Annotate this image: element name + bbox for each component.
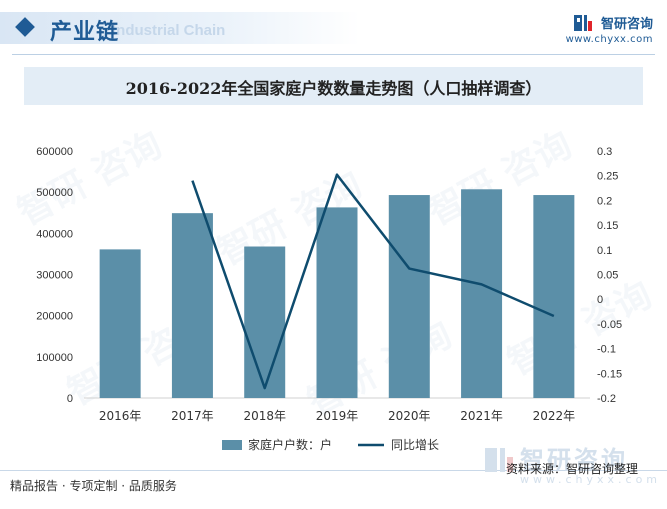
bar [461, 189, 503, 398]
y-left-tick-label: 300000 [36, 270, 73, 282]
x-tick-label: 2019年 [316, 409, 359, 423]
y-right-tick-label: 0.3 [597, 146, 612, 158]
bar [244, 246, 286, 398]
chart-title: 2016-2022年全国家庭户数数量走势图（人口抽样调查） [125, 79, 542, 98]
legend-swatch-bar [222, 440, 242, 450]
y-right-tick-label: 0.05 [597, 270, 618, 282]
y-left-tick-label: 400000 [36, 228, 73, 240]
y-left-tick-label: 600000 [36, 146, 73, 158]
footer-logo-name: 智研咨询 [520, 446, 628, 474]
bar [316, 207, 358, 398]
x-tick-label: 2016年 [99, 409, 142, 423]
y-left-tick-label: 100000 [36, 352, 73, 364]
legend-label-bar: 家庭户户数：户 [248, 437, 332, 452]
source-note: 资料来源：智研咨询整理 [506, 462, 639, 476]
header-bar: Industrial Chain 产业链 智研咨询 www.chyxx.com [0, 0, 667, 60]
bar [171, 213, 213, 398]
y-left-tick-label: 200000 [36, 311, 73, 323]
footer-logo-url: www.chyxx.com [520, 473, 662, 486]
y-right-tick-label: -0.05 [597, 319, 622, 331]
y-right-tick-label: 0.2 [597, 195, 612, 207]
chart-title-box: 2016-2022年全国家庭户数数量走势图（人口抽样调查） [24, 67, 643, 105]
section-title: 产业链 [50, 20, 120, 45]
section-subtitle: Industrial Chain [112, 22, 226, 39]
brand: 智研咨询 www.chyxx.com [566, 12, 653, 45]
y-left-tick-label: 500000 [36, 187, 73, 199]
brand-url: www.chyxx.com [565, 33, 653, 45]
footer-logo [485, 448, 513, 472]
x-tick-label: 2022年 [533, 409, 576, 423]
footer-divider [0, 470, 667, 471]
header-band [0, 12, 360, 44]
legend-label-line: 同比增长 [391, 438, 439, 452]
bar [388, 195, 430, 398]
x-tick-label: 2020年 [388, 409, 431, 423]
growth-line [191, 173, 555, 390]
y-right-tick-label: 0.25 [597, 171, 618, 183]
y-right-tick-label: 0 [597, 294, 603, 306]
x-tick-label: 2021年 [460, 409, 503, 423]
brand-logo-icon [573, 14, 592, 31]
y-right-tick-label: 0.15 [597, 220, 618, 232]
x-tick-label: 2017年 [171, 409, 214, 423]
y-right-tick-label: -0.2 [597, 393, 616, 405]
x-tick-label: 2018年 [243, 409, 286, 423]
footer-slogan: 精品报告 · 专项定制 · 品质服务 [10, 479, 177, 493]
y-right-tick-label: -0.1 [597, 344, 616, 356]
y-right-tick-label: -0.15 [597, 368, 622, 380]
y-right-tick-label: 0.1 [597, 245, 612, 257]
y-left-tick-label: 0 [67, 393, 73, 405]
header-divider [12, 54, 655, 55]
bar [533, 195, 575, 398]
bar [99, 249, 141, 398]
brand-name: 智研咨询 [600, 17, 653, 32]
